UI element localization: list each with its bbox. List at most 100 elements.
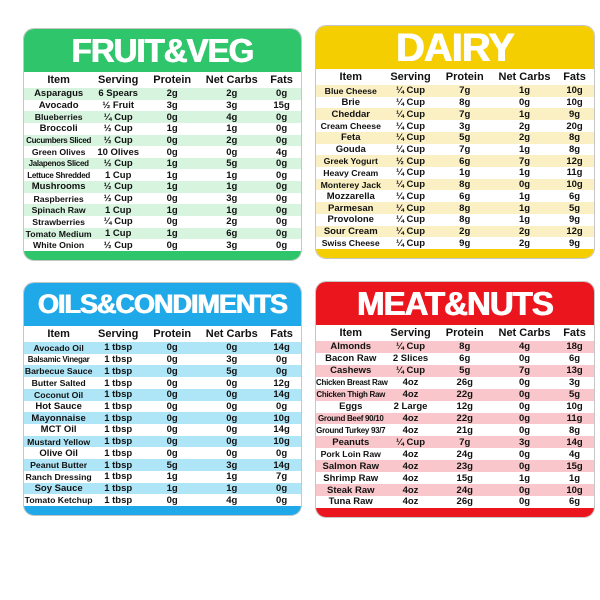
item-cell: White Onion [33,240,85,251]
serving-cell: ¼ Cup [103,111,133,123]
net-carbs-cell: 5g [226,158,238,170]
item-cell: Avocado [38,99,79,111]
card-title-oils-condiments: OILS&CONDIMENTS [37,289,288,319]
net-carbs-cell: 0g [226,377,238,389]
serving-cell: ¼ Cup [396,202,426,214]
table-row: Cream Cheese ¼ Cup 3g 2g 20g [316,120,594,132]
item-cell: Cream Cheese [320,121,381,132]
item-cell: Mushrooms [31,181,86,193]
fats-cell: 14g [273,389,290,401]
table-row: Tomato Ketchup 1 tbsp 0g 4g 0g [24,494,301,506]
net-carbs-cell: 0g [518,377,531,389]
table-row: Steak Raw 4oz 24g 0g 10g [316,484,594,496]
protein-cell: 9g [459,237,471,249]
fats-cell: 8g [568,143,581,155]
serving-cell: ¼ Cup [396,179,426,191]
fats-cell: 13g [566,365,583,377]
item-cell: Soy Sauce [34,482,83,494]
column-header-net-carbs: Net Carbs [498,327,551,339]
serving-cell: 1 tbsp [104,459,133,471]
table-row: Lettuce Shredded 1 Cup 1g 1g 0g [24,169,301,181]
fats-cell: 0g [276,216,288,228]
protein-cell: 0g [166,436,178,448]
table-row: Barbecue Sauce 1 tbsp 0g 5g 0g [24,365,301,378]
net-carbs-cell: 1g [518,190,531,202]
net-carbs-cell: 0g [226,447,238,459]
table-row: Mozzarella ¼ Cup 6g 1g 6g [316,190,594,202]
serving-cell: ¼ Cup [396,85,426,97]
item-cell: Cashews [330,365,372,377]
fats-cell: 0g [276,88,288,100]
protein-cell: 0g [166,365,178,377]
protein-cell: 1g [166,204,178,216]
protein-cell: 1g [459,167,471,179]
card-fruit-veg: FRUIT&VEG Item Serving Protein Net Carbs… [23,28,302,261]
item-cell: Blueberries [34,112,83,123]
net-carbs-cell: 4g [226,494,238,506]
item-cell: Barbecue Sauce [24,366,93,377]
protein-cell: 1g [166,158,178,170]
protein-cell: 0g [166,412,178,424]
net-carbs-cell: 0g [518,448,531,460]
table-row: Bacon Raw 2 Slices 6g 0g 6g [316,353,594,365]
net-carbs-cell: 1g [226,181,238,193]
fats-cell: 0g [276,228,288,239]
net-carbs-cell: 1g [518,202,531,214]
net-carbs-cell: 1g [518,167,531,179]
column-headers: Item Serving Protein Net Carbs Fats [316,69,594,85]
table-row: Avocado Oil 1 tbsp 0g 0g 14g [24,342,301,354]
serving-cell: ¼ Cup [396,108,426,120]
column-header-item: Item [47,328,70,340]
fats-cell: 0g [276,123,288,135]
protein-cell: 8g [459,214,471,226]
table-row: Salmon Raw 4oz 23g 0g 15g [316,460,594,473]
table-row: Eggs 2 Large 12g 0g 10g [316,401,594,413]
column-headers: Item Serving Protein Net Carbs Fats [24,326,301,342]
serving-cell: 4oz [402,389,419,401]
net-carbs-cell: 0g [518,389,531,401]
item-cell: Monterey Jack [320,179,381,190]
serving-cell: 4oz [402,472,419,484]
net-carbs-cell: 1g [518,214,531,226]
item-cell: Green Olives [31,147,86,158]
fats-cell: 5g [568,389,581,401]
serving-cell: ¼ Cup [396,132,426,144]
item-cell: Ground Beef 90/10 [317,413,384,423]
net-carbs-cell: 0g [226,389,238,401]
column-header-protein: Protein [445,327,484,339]
serving-cell: 4oz [402,448,419,460]
table-row: Sour Cream ¼ Cup 2g 2g 12g [316,225,594,238]
serving-cell: ¼ Cup [396,120,426,132]
fats-cell: 10g [566,179,583,191]
protein-cell: 23g [456,460,473,472]
net-carbs-cell: 3g [226,354,238,366]
table-row: Cucumbers Sliced ½ Cup 0g 2g 0g [24,134,301,147]
protein-cell: 1g [166,471,178,483]
fats-cell: 10g [273,436,290,448]
protein-cell: 7g [459,143,471,155]
card-footer-bar [316,249,594,258]
serving-cell: 1 tbsp [104,400,133,412]
fats-cell: 14g [273,424,290,436]
fats-cell: 9g [568,237,581,249]
net-carbs-cell: 0g [518,401,531,413]
fats-cell: 14g [273,342,290,354]
protein-cell: 1g [166,169,178,181]
protein-cell: 0g [166,494,178,506]
fats-cell: 11g [566,412,583,424]
table-row: Coconut Oil 1 tbsp 0g 0g 14g [24,388,301,401]
protein-cell: 0g [166,216,178,228]
serving-cell: 1 tbsp [104,424,133,436]
item-cell: Shrimp Raw [323,472,379,484]
item-cell: Salmon Raw [322,460,380,472]
protein-cell: 24g [456,448,473,460]
column-header-serving: Serving [390,327,431,339]
item-cell: Hot Sauce [35,400,82,412]
table-row: Peanut Butter 1 tbsp 5g 3g 14g [24,459,301,471]
column-header-serving: Serving [390,71,431,83]
serving-cell: 4oz [402,484,419,496]
item-cell: Brie [341,97,360,109]
item-cell: Swiss Cheese [321,238,380,249]
serving-cell: ½ Cup [103,193,133,205]
fats-cell: 4g [568,448,581,460]
